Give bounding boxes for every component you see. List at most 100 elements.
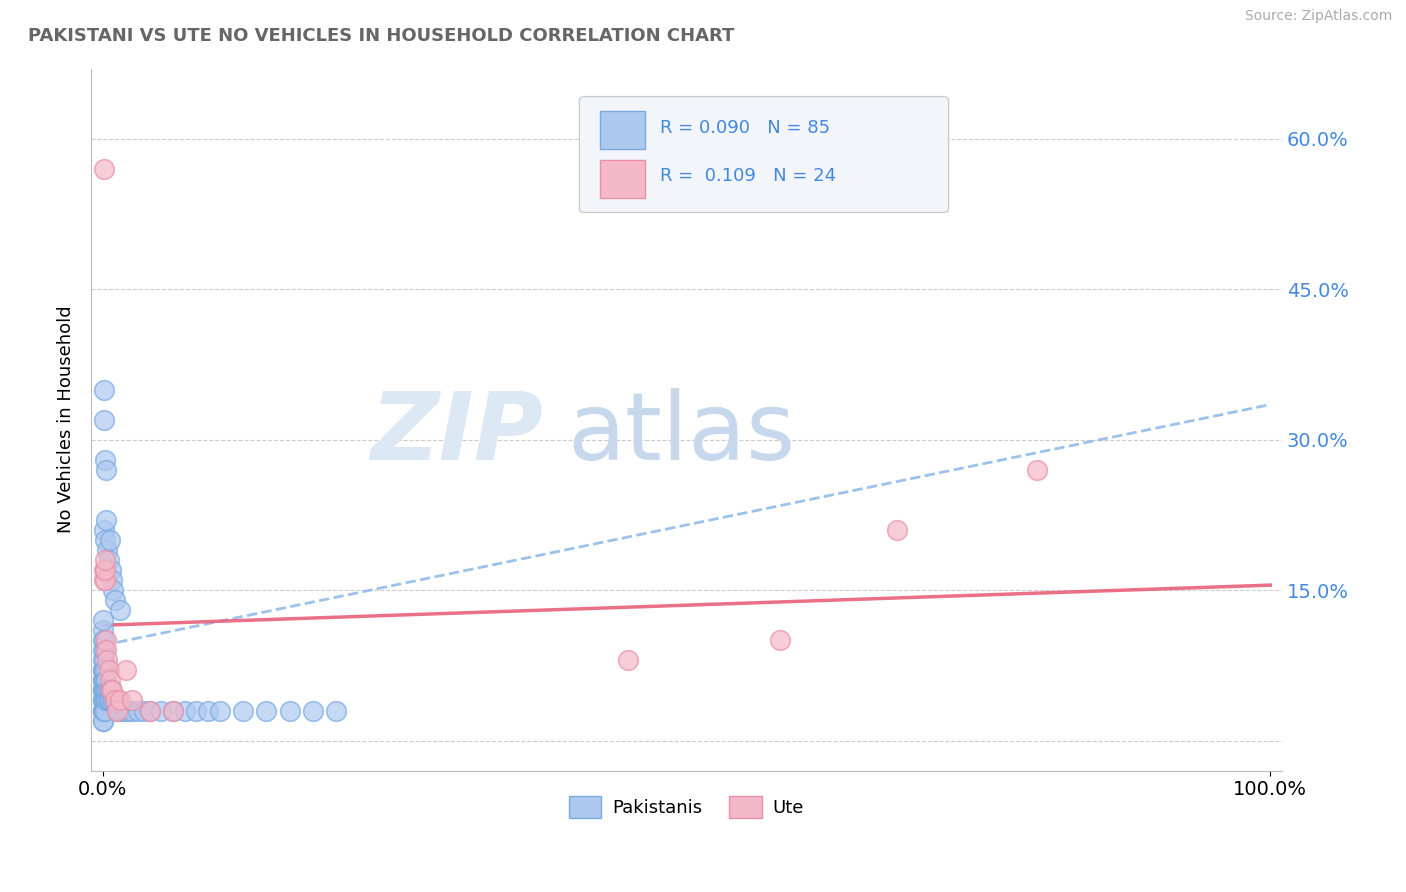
Point	[110, 603, 132, 617]
Point	[91, 704, 114, 718]
Point	[208, 704, 231, 718]
Point	[100, 563, 122, 577]
Point	[93, 563, 115, 577]
Point	[104, 693, 127, 707]
Point	[96, 673, 118, 688]
Text: Source: ZipAtlas.com: Source: ZipAtlas.com	[1244, 9, 1392, 23]
Point	[96, 513, 118, 527]
Point	[91, 704, 114, 718]
Point	[96, 463, 118, 477]
Point	[97, 683, 120, 698]
Point	[101, 573, 124, 587]
Point	[91, 714, 114, 728]
Point	[769, 633, 792, 648]
Point	[132, 704, 155, 718]
Point	[91, 683, 114, 698]
Point	[98, 533, 121, 547]
Point	[94, 553, 117, 567]
FancyBboxPatch shape	[599, 111, 645, 149]
Point	[162, 704, 184, 718]
Point	[98, 673, 121, 688]
Point	[121, 693, 143, 707]
Point	[93, 643, 115, 657]
Point	[91, 683, 114, 698]
Point	[150, 704, 173, 718]
Point	[91, 664, 114, 678]
Point	[96, 653, 118, 667]
Point	[103, 693, 125, 707]
Point	[186, 704, 208, 718]
Point	[91, 643, 114, 657]
Point	[96, 683, 118, 698]
Text: atlas: atlas	[568, 388, 796, 480]
Point	[93, 412, 115, 426]
Point	[96, 693, 118, 707]
Point	[91, 673, 114, 688]
Point	[111, 704, 134, 718]
Point	[617, 653, 640, 667]
Point	[103, 693, 125, 707]
Point	[101, 683, 124, 698]
Point	[94, 683, 117, 698]
Point	[98, 693, 121, 707]
Point	[91, 683, 114, 698]
Point	[96, 543, 118, 558]
Point	[197, 704, 219, 718]
Point	[93, 664, 115, 678]
Point	[94, 452, 117, 467]
Point	[115, 664, 138, 678]
Point	[91, 633, 114, 648]
Point	[94, 664, 117, 678]
FancyBboxPatch shape	[599, 160, 645, 198]
Point	[886, 523, 908, 537]
Point	[138, 704, 160, 718]
Point	[94, 704, 117, 718]
Point	[93, 704, 115, 718]
Point	[94, 693, 117, 707]
Point	[96, 633, 118, 648]
Point	[94, 563, 117, 577]
Text: ZIP: ZIP	[371, 388, 544, 480]
Point	[91, 624, 114, 638]
Point	[127, 704, 149, 718]
Point	[98, 683, 121, 698]
Point	[93, 693, 115, 707]
Point	[94, 533, 117, 547]
Point	[91, 714, 114, 728]
Point	[254, 704, 277, 718]
Point	[97, 553, 120, 567]
Legend: Pakistanis, Ute: Pakistanis, Ute	[562, 789, 811, 825]
Point	[91, 693, 114, 707]
Point	[325, 704, 347, 718]
Point	[110, 693, 132, 707]
Point	[103, 593, 125, 607]
Point	[96, 683, 118, 698]
Point	[162, 704, 184, 718]
Point	[103, 693, 125, 707]
FancyBboxPatch shape	[579, 96, 949, 212]
Point	[105, 704, 128, 718]
Point	[117, 704, 139, 718]
Point	[96, 693, 118, 707]
Point	[107, 693, 129, 707]
Y-axis label: No Vehicles in Household: No Vehicles in Household	[58, 306, 75, 533]
Text: R = 0.090   N = 85: R = 0.090 N = 85	[661, 119, 831, 137]
Point	[96, 643, 118, 657]
Point	[93, 383, 115, 397]
Point	[115, 704, 138, 718]
Point	[91, 673, 114, 688]
Point	[97, 693, 120, 707]
Point	[278, 704, 301, 718]
Point	[91, 693, 114, 707]
Text: R =  0.109   N = 24: R = 0.109 N = 24	[661, 167, 837, 185]
Point	[302, 704, 325, 718]
Point	[91, 704, 114, 718]
Text: PAKISTANI VS UTE NO VEHICLES IN HOUSEHOLD CORRELATION CHART: PAKISTANI VS UTE NO VEHICLES IN HOUSEHOL…	[28, 27, 734, 45]
Point	[91, 664, 114, 678]
Point	[100, 683, 122, 698]
Point	[94, 673, 117, 688]
Point	[93, 161, 115, 176]
Point	[91, 613, 114, 627]
Point	[121, 704, 143, 718]
Point	[91, 653, 114, 667]
